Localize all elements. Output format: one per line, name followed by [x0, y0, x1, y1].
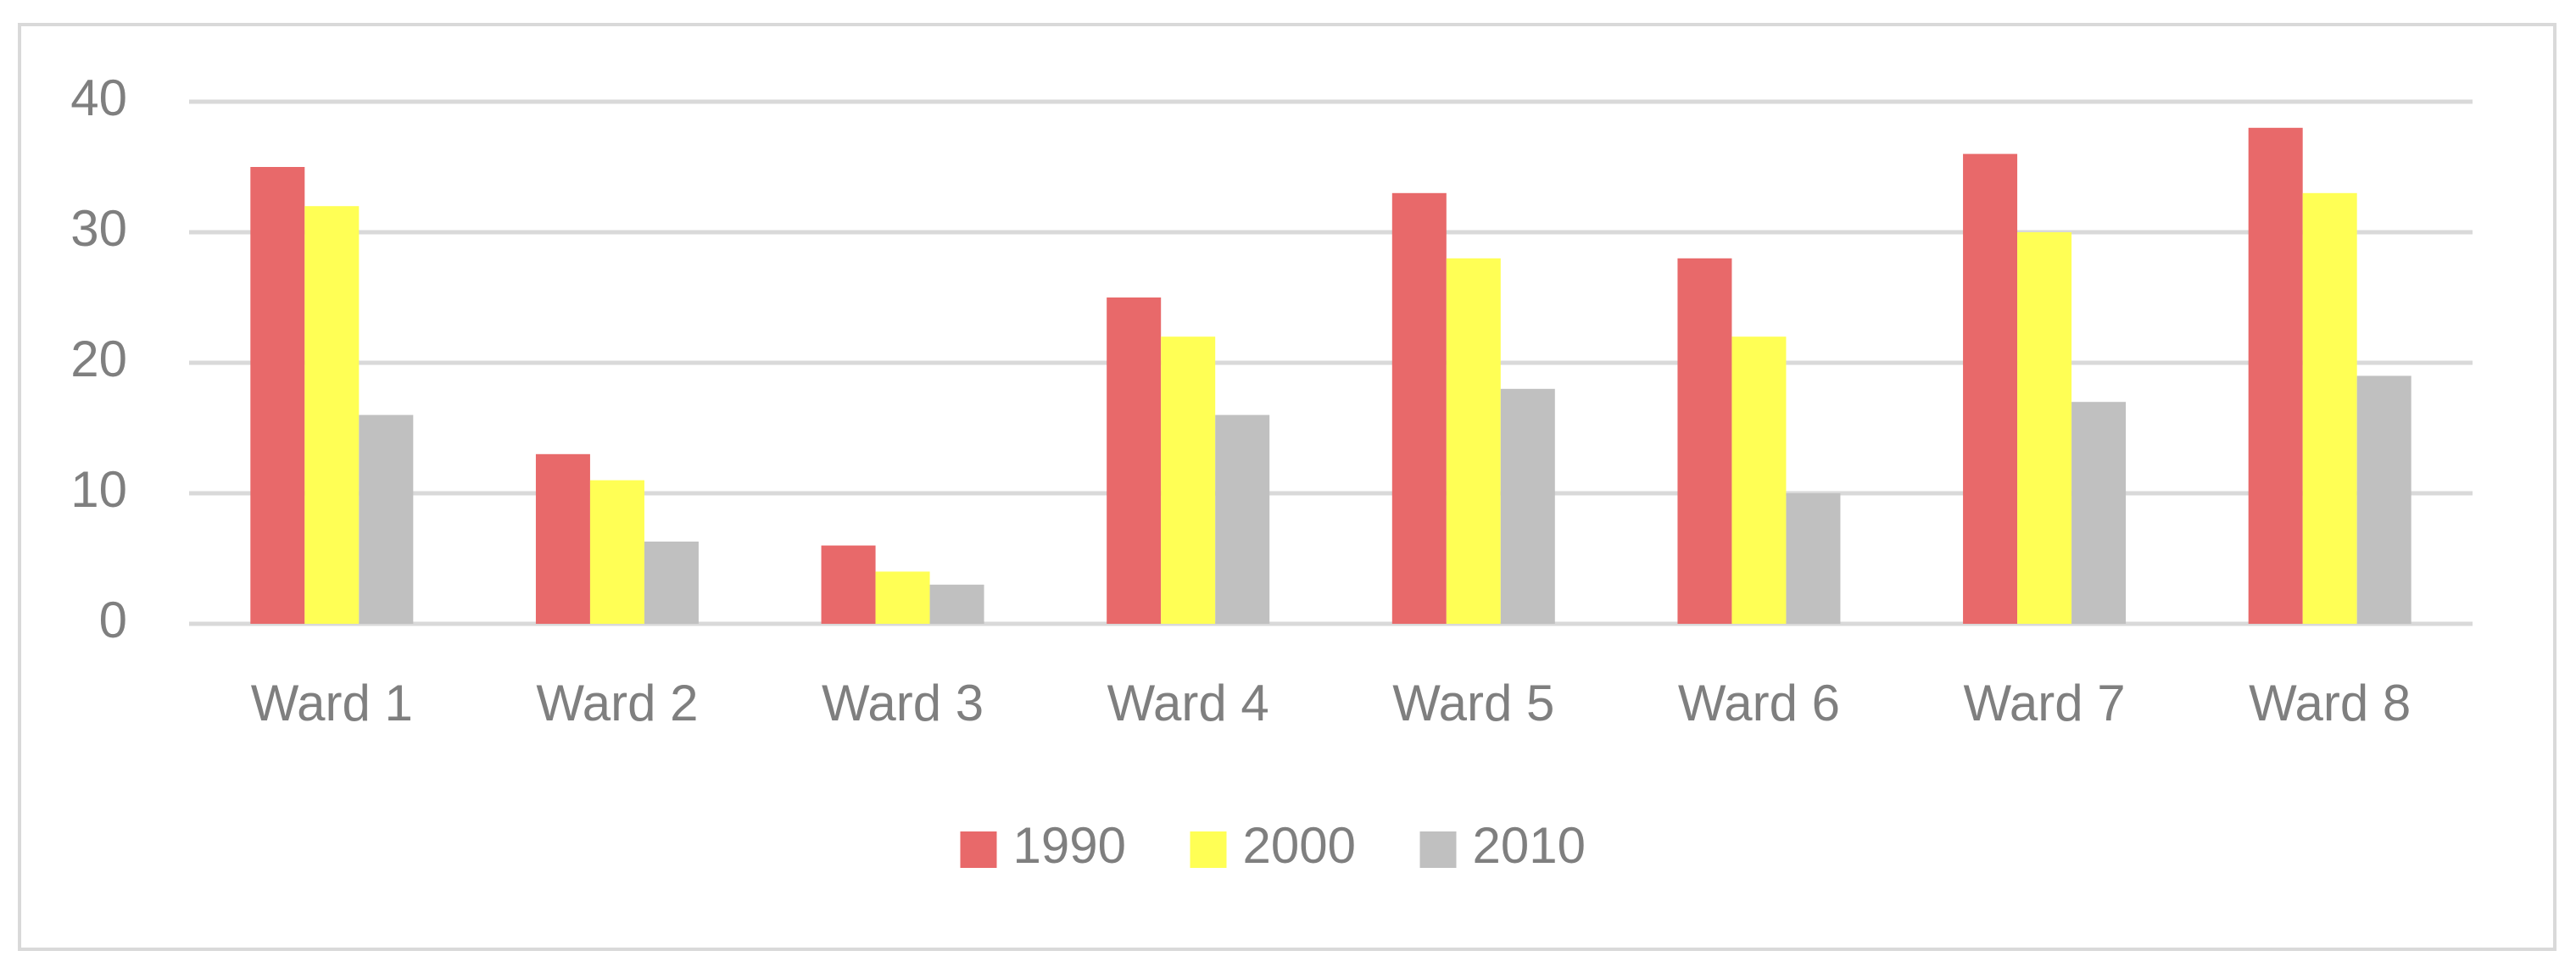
bar	[875, 571, 930, 624]
bar	[1446, 258, 1501, 624]
legend-label: 1990	[1013, 817, 1126, 874]
x-tick-label: Ward 4	[1107, 675, 1269, 731]
bar	[2071, 402, 2127, 624]
bar	[2356, 375, 2412, 624]
bar	[535, 453, 590, 624]
legend-swatch	[1190, 831, 1227, 868]
bar	[929, 584, 984, 624]
y-tick-label: 20	[70, 331, 127, 387]
x-tick-label: Ward 1	[251, 675, 413, 731]
legend-swatch	[1419, 831, 1457, 868]
x-tick-label: Ward 3	[822, 675, 984, 731]
chart-border	[18, 23, 2556, 951]
bar	[359, 414, 414, 624]
legend-label: 2010	[1473, 817, 1586, 874]
bar	[1500, 388, 1555, 624]
legend-label: 2000	[1243, 817, 1356, 874]
legend-swatch	[960, 831, 997, 868]
x-tick-label: Ward 5	[1392, 675, 1554, 731]
bar	[304, 206, 360, 624]
bar	[1161, 336, 1216, 624]
bar	[2248, 127, 2303, 625]
bar	[1677, 258, 1732, 624]
bar	[2017, 232, 2072, 624]
x-tick-label: Ward 7	[1963, 675, 2125, 731]
bar	[2302, 192, 2357, 625]
y-tick-label: 10	[70, 461, 127, 518]
bar	[644, 541, 699, 624]
bar	[589, 480, 644, 624]
y-tick-label: 30	[70, 200, 127, 257]
x-tick-label: Ward 2	[536, 675, 698, 731]
y-tick-label: 0	[99, 592, 127, 648]
bar	[1107, 297, 1162, 624]
bar	[1731, 336, 1787, 624]
x-tick-label: Ward 6	[1678, 675, 1840, 731]
bar	[821, 545, 876, 624]
bar	[1391, 192, 1447, 625]
bar	[1963, 153, 2018, 625]
bar	[1215, 414, 1270, 624]
bar	[250, 167, 305, 624]
bar	[1786, 493, 1841, 624]
y-tick-label: 40	[70, 70, 127, 126]
x-tick-label: Ward 8	[2249, 675, 2411, 731]
